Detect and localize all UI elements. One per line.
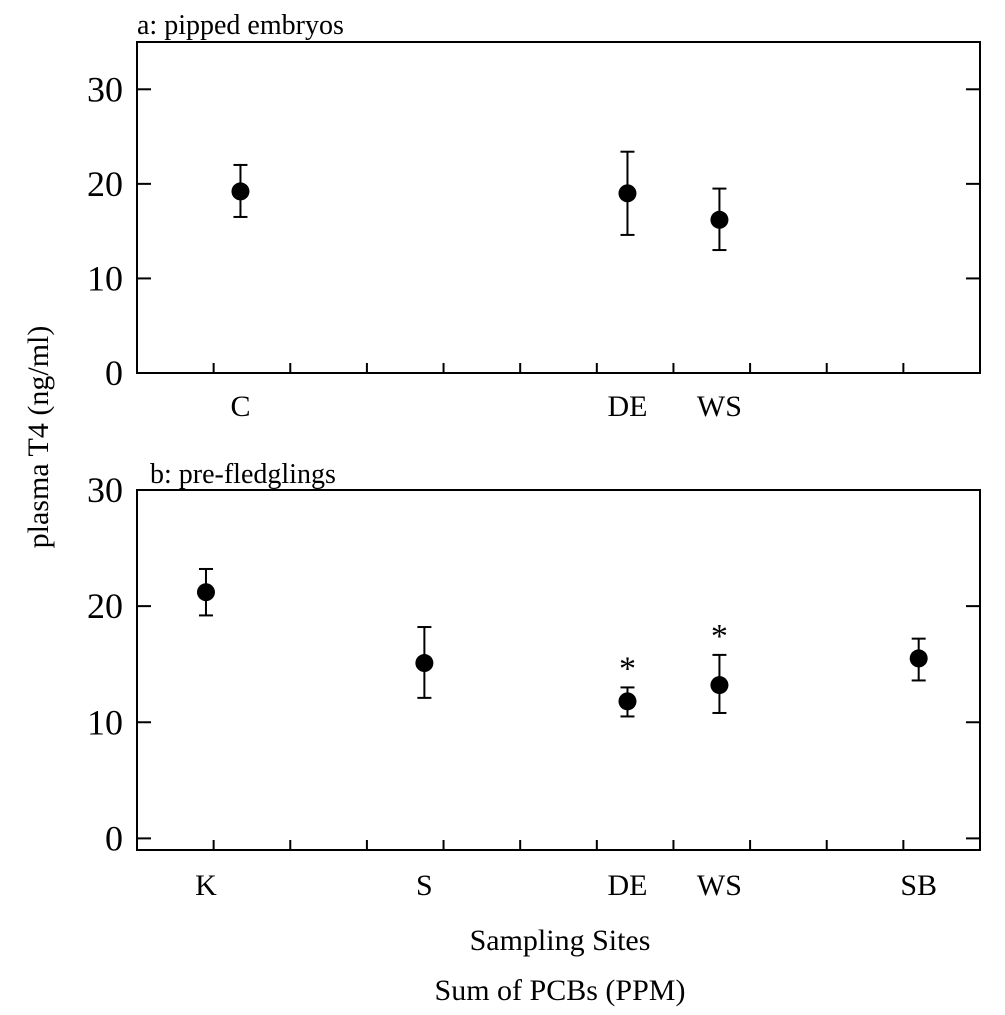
y-tick-label: 10 [87, 258, 123, 298]
data-point [415, 654, 434, 673]
y-tick-label: 20 [87, 164, 123, 204]
data-point [909, 649, 928, 668]
plot-frame [136, 489, 981, 851]
panel-title: a: pipped embryos [137, 10, 344, 41]
y-tick-label: 10 [87, 702, 123, 742]
category-label: DE [607, 869, 647, 902]
category-label: WS [697, 390, 742, 423]
y-tick-label: 30 [87, 69, 123, 109]
category-label: S [416, 869, 433, 902]
x-axis-title-line1: Sampling Sites [470, 924, 651, 957]
category-label: K [195, 869, 217, 902]
data-point [196, 583, 215, 602]
panel-b: b: pre-fledglings 0 10 20 30 K S * DE * WS SB [87, 459, 981, 902]
panel-a: a: pipped embryos 0 10 20 30 C DE WS [87, 10, 981, 423]
significance-marker: * [711, 618, 728, 655]
y-axis-title: plasma T4 (ng/ml) [22, 326, 55, 549]
significance-marker: * [619, 650, 636, 687]
y-tick-label: 20 [87, 586, 123, 626]
plot-frame [136, 41, 981, 374]
category-label: WS [697, 869, 742, 902]
x-axis-title-line2: Sum of PCBs (PPM) [435, 974, 686, 1007]
data-point [231, 182, 250, 201]
category-label: C [230, 390, 250, 423]
data-point [618, 692, 637, 711]
data-point [710, 676, 729, 695]
y-tick-label: 0 [105, 353, 123, 393]
y-tick-label: 0 [105, 818, 123, 858]
data-point [618, 184, 637, 203]
category-label: SB [900, 869, 937, 902]
y-tick-label: 30 [87, 470, 123, 510]
category-label: DE [607, 390, 647, 423]
panel-title: b: pre-fledglings [150, 459, 336, 490]
data-point [710, 210, 729, 229]
